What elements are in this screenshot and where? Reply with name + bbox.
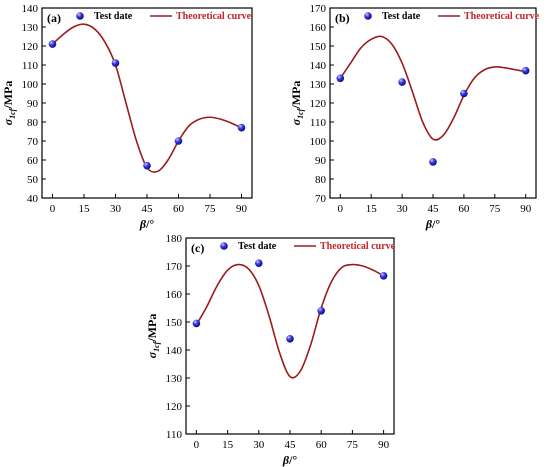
panel-a-test-point — [143, 161, 151, 170]
panel-a-ytick-label: 50 — [27, 174, 39, 186]
panel-c-ytick-label: 150 — [166, 317, 183, 329]
panel-c-test-point — [192, 319, 201, 328]
panel-a-legend-curve-label: Theoretical curve — [176, 11, 252, 22]
panel-a-xtick-label: 15 — [79, 203, 91, 215]
panel-b-ytick-label: 100 — [310, 136, 327, 148]
panel-a-ytick-label: 70 — [27, 136, 39, 148]
panel-a-legend: Test date Theoretical curve — [76, 11, 252, 22]
panel-a-xtick-label: 30 — [110, 203, 122, 215]
panel-c-test-point — [379, 272, 388, 280]
panel-a-ytick-label: 110 — [22, 60, 39, 72]
panel-b-xtick-label: 45 — [428, 203, 440, 215]
panel-c-xtick-label: 90 — [378, 439, 390, 451]
panel-b-xtick-label: 90 — [520, 203, 532, 215]
panel-a: 40 50 60 70 80 90 100 110 120 130 140 0 15 30 45 60 75 90… — [1, 3, 253, 231]
panel-b-xtick-label: 60 — [458, 203, 470, 215]
panel-a-ytick-label: 60 — [27, 155, 39, 167]
panel-a-test-point — [174, 137, 183, 145]
panel-b-ytick-label: 110 — [310, 117, 327, 129]
panel-a-ytick-label: 140 — [22, 3, 39, 15]
panel-b-ytick-label: 130 — [310, 79, 327, 91]
panel-c-xtick-label: 15 — [222, 439, 234, 451]
panel-a-xtick-label: 60 — [173, 203, 185, 215]
panel-a-ytick-label: 40 — [27, 193, 39, 205]
panel-c-ytick-label: 130 — [166, 373, 183, 385]
panel-b-xlabel: β/° — [425, 217, 440, 231]
panel-b-ytick-label: 70 — [315, 193, 327, 205]
panel-a-xlabel: β/° — [139, 217, 154, 231]
panel-a-xtick-label: 45 — [142, 203, 154, 215]
panel-c-ytick-label: 160 — [166, 289, 183, 301]
panel-a-xtick-label: 0 — [50, 203, 56, 215]
panel-a-theoretical-curve — [51, 23, 242, 173]
panel-b-legend-point-icon — [364, 12, 372, 20]
panel-a-legend-point-icon — [76, 12, 84, 20]
panel-b-xtick-label: 75 — [489, 203, 501, 215]
panel-b-ytick-label: 80 — [315, 174, 327, 186]
panel-b-ytick-label: 160 — [310, 22, 327, 34]
panel-b-legend: Test date Theoretical curve — [364, 11, 540, 22]
panel-b-xtick-label: 0 — [338, 203, 344, 215]
panel-c-legend-point-icon — [220, 242, 228, 250]
panel-c: 110 120 130 140 150 160 170 180 0 15 30 45 60 75 90 (c)… — [145, 233, 396, 467]
panel-c-theoretical-curve — [195, 263, 384, 379]
panel-b-theoretical-curve — [339, 35, 526, 141]
panel-a-legend-test-label: Test date — [94, 11, 133, 22]
panel-b-test-point — [460, 89, 468, 98]
panel-b-test-point — [521, 66, 530, 75]
panel-a-frame — [41, 7, 253, 199]
panel-a-ytick-label: 100 — [22, 79, 39, 91]
panel-a-test-point — [111, 59, 120, 67]
panel-b-ytick-label: 90 — [315, 155, 327, 167]
panel-c-xlabel: β/° — [282, 453, 297, 467]
panel-c-ytick-label: 140 — [166, 345, 183, 357]
panel-c-ylabel: σ1cf/MPa — [145, 314, 161, 359]
panel-b-xtick-label: 15 — [366, 203, 378, 215]
panel-b-ytick-label: 170 — [310, 3, 327, 15]
panel-c-xtick-label: 75 — [347, 439, 359, 451]
panel-b-frame — [329, 7, 537, 199]
panel-c-xtick-label: 30 — [253, 439, 265, 451]
panel-a-ytick-label: 80 — [27, 117, 39, 129]
panel-b-legend-curve-label: Theoretical curve — [464, 11, 540, 22]
panel-a-test-point — [48, 40, 57, 48]
panel-a-xtick-label: 90 — [236, 203, 248, 215]
panel-c-test-point — [254, 259, 263, 268]
panel-c-xtick-label: 60 — [316, 439, 328, 451]
panel-a-ytick-label: 130 — [22, 22, 39, 34]
panel-b-ytick-label: 140 — [310, 60, 327, 72]
panel-c-legend: Test date Theoretical curve — [220, 241, 396, 252]
panel-b-legend-test-label: Test date — [382, 11, 421, 22]
panel-c-legend-curve-label: Theoretical curve — [320, 241, 396, 252]
panel-c-ytick-label: 170 — [166, 261, 183, 273]
panel-b-test-point — [398, 78, 406, 86]
panel-b-ytick-label: 120 — [310, 98, 327, 110]
panel-c-tag: (c) — [191, 241, 204, 255]
panel-c-legend-test-label: Test date — [238, 241, 277, 252]
panel-b-ylabel: σ1cf/MPa — [289, 81, 305, 126]
panel-a-tag: (a) — [47, 11, 61, 25]
panel-b-xtick-label: 30 — [397, 203, 409, 215]
panel-c-test-point — [317, 307, 326, 315]
panel-b-test-point — [336, 74, 345, 83]
panel-c-ytick-label: 120 — [166, 401, 183, 413]
panel-b-test-point — [429, 158, 437, 166]
panel-b-tag: (b) — [335, 11, 350, 25]
panel-b: 70 80 90 100 110 120 130 140 150 160 170 0 15 30 45 60 7… — [289, 3, 540, 231]
panel-a-ytick-label: 90 — [27, 98, 39, 110]
panel-c-xtick-label: 0 — [194, 439, 200, 451]
panel-c-test-point — [286, 335, 294, 343]
panel-a-ytick-label: 120 — [22, 41, 39, 53]
panel-c-xtick-label: 45 — [285, 439, 297, 451]
panel-c-ytick-label: 110 — [166, 429, 183, 441]
panel-a-xtick-label: 75 — [205, 203, 217, 215]
panel-a-test-point — [237, 123, 246, 132]
panel-a-ylabel: σ1cf/MPa — [1, 81, 17, 126]
panel-c-ytick-label: 180 — [166, 233, 183, 245]
panel-b-ytick-label: 150 — [310, 41, 327, 53]
